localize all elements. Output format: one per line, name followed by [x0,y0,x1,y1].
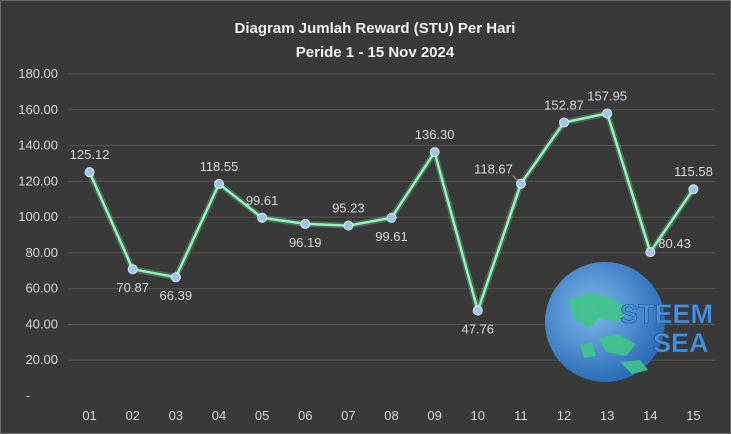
x-axis-ticks: 01 02 03 04 05 06 07 08 09 10 11 12 13 14 15 [82,408,700,423]
data-point [300,218,311,229]
data-point [688,184,699,195]
data-label: 115.58 [674,164,713,179]
y-tick-label: 100.00 [18,209,58,224]
y-tick-label: 140.00 [18,138,58,153]
data-label: 125.12 [70,147,110,162]
y-tick-label: 160.00 [18,102,58,117]
data-label: 99.61 [246,193,279,208]
y-axis-ticks: - 20.00 40.00 60.00 80.00 100.00 120.00 140.00 1… [18,66,58,403]
watermark-text-steem: STEEM [620,299,713,329]
globe-icon [545,262,665,382]
data-point [559,117,570,128]
x-tick-label: 02 [125,408,139,423]
y-tick-label: - [26,388,30,403]
data-label: 136.30 [415,127,455,142]
x-tick-label: 12 [557,408,571,423]
data-point [645,247,656,258]
data-label: 152.87 [544,98,584,113]
data-point [515,178,526,189]
chart-title: Diagram Jumlah Reward (STU) Per Hari [235,20,516,37]
y-tick-label: 20.00 [25,352,58,367]
data-label: 118.55 [200,159,239,174]
y-tick-label: 80.00 [25,245,58,260]
x-tick-label: 13 [600,408,614,423]
data-point [213,178,224,189]
data-point [84,167,95,178]
data-point [429,147,440,158]
x-tick-label: 14 [643,408,657,423]
x-tick-label: 01 [82,408,96,423]
x-tick-label: 11 [514,408,528,423]
x-tick-label: 10 [471,408,485,423]
data-label: 95.23 [332,201,365,216]
steem-sea-logo: STEEM SEA [545,262,713,382]
data-label: 96.19 [289,235,322,250]
x-tick-label: 08 [384,408,398,423]
x-tick-label: 09 [427,408,441,423]
x-tick-label: 04 [212,408,226,423]
series-layer [84,108,699,316]
x-tick-label: 15 [686,408,700,423]
data-labels: 125.12 70.87 66.39 118.55 99.61 96.19 95.23 99.… [70,88,713,336]
data-label: 47.76 [461,322,494,337]
data-point [472,305,483,316]
data-point [127,264,138,275]
data-point [602,108,613,119]
y-tick-label: 120.00 [18,173,58,188]
data-label: 99.61 [375,229,408,244]
chart-subtitle: Peride 1 - 15 Nov 2024 [296,44,455,61]
x-tick-label: 03 [169,408,183,423]
data-point [343,220,354,231]
data-label: 80.43 [658,236,691,251]
watermark-text-sea: SEA [653,328,709,358]
y-tick-label: 180.00 [18,66,58,81]
data-label: 70.87 [116,280,149,295]
y-tick-label: 40.00 [25,316,58,331]
data-point [257,212,268,223]
data-label-leader [512,175,519,182]
x-tick-label: 05 [255,408,269,423]
data-point [386,212,397,223]
x-tick-label: 06 [298,408,312,423]
data-label: 157.95 [587,88,627,103]
y-tick-label: 60.00 [25,281,58,296]
data-label: 66.39 [160,288,193,303]
data-label: 118.67 [474,162,513,177]
x-tick-label: 07 [341,408,355,423]
data-point [170,272,181,283]
